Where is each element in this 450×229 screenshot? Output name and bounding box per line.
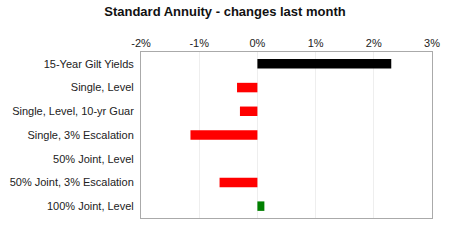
svg-text:Single, 3% Escalation: Single, 3% Escalation (27, 129, 133, 141)
svg-text:3%: 3% (424, 37, 440, 49)
svg-text:0%: 0% (249, 37, 265, 49)
svg-text:50% Joint, 3% Escalation: 50% Joint, 3% Escalation (10, 176, 134, 188)
svg-text:-1%: -1% (189, 37, 209, 49)
svg-text:100% Joint, Level: 100% Joint, Level (47, 200, 134, 212)
svg-text:1%: 1% (308, 37, 324, 49)
svg-text:2%: 2% (366, 37, 382, 49)
svg-text:Standard Annuity - changes las: Standard Annuity - changes last month (104, 4, 346, 19)
svg-text:15-Year Gilt Yields: 15-Year Gilt Yields (44, 58, 135, 70)
svg-text:Single, Level: Single, Level (71, 81, 134, 93)
svg-text:Single, Level, 10-yr Guar: Single, Level, 10-yr Guar (12, 105, 134, 117)
svg-text:-2%: -2% (131, 37, 151, 49)
svg-text:50% Joint, Level: 50% Joint, Level (53, 153, 134, 165)
